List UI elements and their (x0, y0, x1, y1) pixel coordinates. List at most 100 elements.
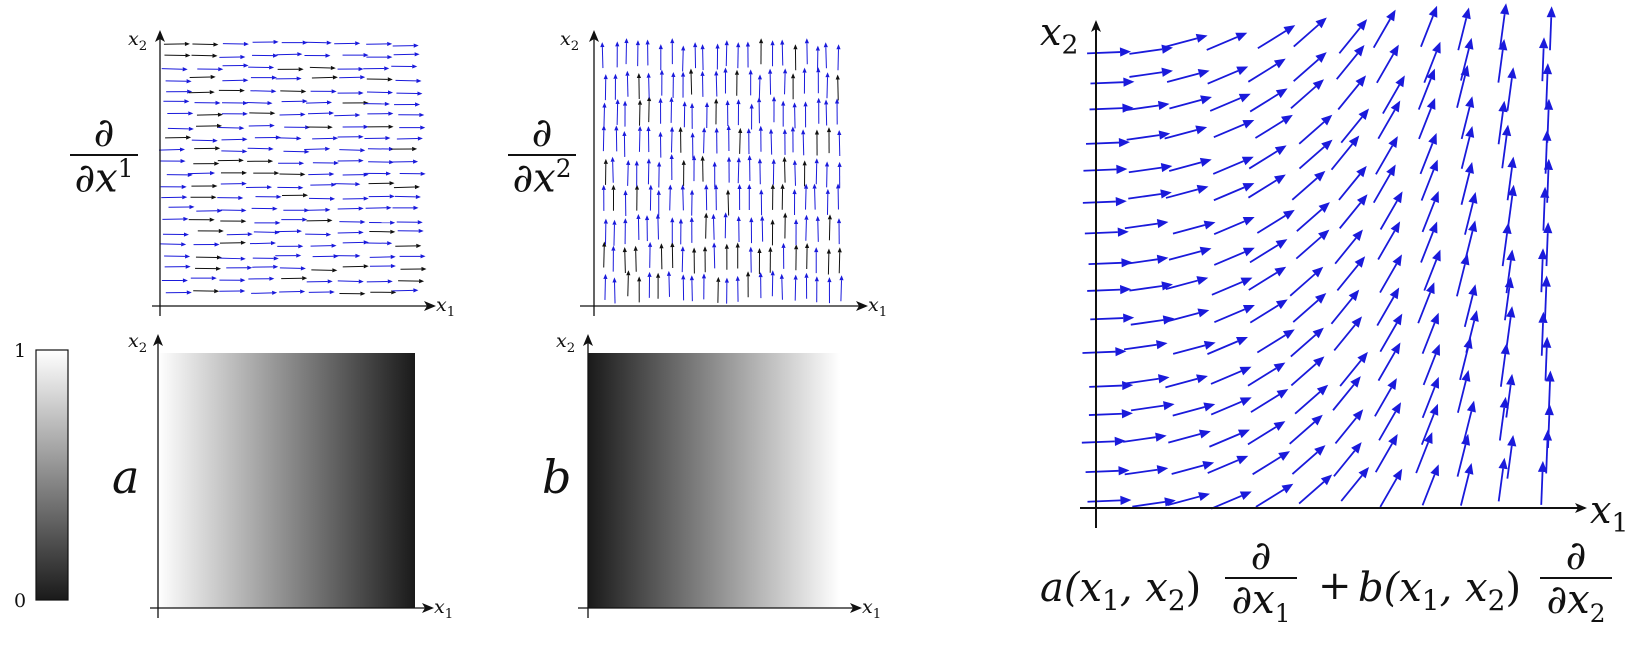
vector-arrow-head (273, 39, 279, 45)
vector-arrow-head (1273, 421, 1286, 431)
vector-arrow (1248, 271, 1278, 291)
vector-arrow (188, 91, 210, 94)
vector-arrow-head (1507, 156, 1517, 169)
vector-arrow (1132, 501, 1166, 508)
vector-arrow-head (389, 194, 395, 199)
vector-arrow-head (711, 213, 716, 219)
vector-arrow (1497, 49, 1504, 83)
vector-arrow (308, 173, 330, 176)
vector-arrow-head (1274, 266, 1287, 277)
vector-arrow-head (702, 127, 707, 133)
vector-arrow (1168, 433, 1201, 444)
vector-arrow-head (239, 125, 245, 131)
vector-arrow-head (1203, 220, 1216, 230)
vector-arrow-head (419, 112, 425, 118)
vector-arrow-head (358, 206, 364, 211)
vector-arrow (1421, 322, 1436, 354)
vector-arrow-head (211, 276, 217, 281)
vector-arrow-head (1239, 491, 1252, 501)
vector-arrow (1210, 494, 1242, 510)
vector-arrow (1289, 421, 1316, 445)
vector-arrow-head (1123, 313, 1135, 323)
vector-arrow (1423, 259, 1438, 291)
vector-arrow (648, 77, 650, 99)
vector-arrow (1456, 444, 1467, 477)
vector-arrow (1089, 107, 1123, 111)
vector-arrow-head (1386, 9, 1396, 22)
vector-arrow-head (1321, 139, 1333, 151)
vector-arrow-head (738, 127, 743, 133)
vector-arrow-head (1161, 281, 1173, 291)
vector-arrow-head (299, 161, 305, 166)
vector-arrow-head (812, 183, 817, 189)
vector-arrow-head (678, 126, 683, 132)
vector-arrow (1504, 287, 1511, 321)
vector-arrow-head (247, 265, 253, 270)
vector-arrow-head (387, 41, 393, 47)
vector-arrow (1332, 384, 1355, 411)
vector-arrow-head (415, 194, 421, 200)
vector-arrow (1084, 231, 1118, 235)
vector-arrow-head (603, 158, 608, 164)
vector-arrow (840, 280, 842, 302)
vector-arrow (1213, 186, 1245, 202)
vector-arrow-head (1354, 256, 1366, 268)
vector-arrow-head (636, 213, 641, 219)
vector-arrow-head (610, 156, 615, 162)
vector-arrow-head (270, 240, 276, 246)
vector-arrow-head (748, 246, 753, 252)
vector-arrow (334, 114, 356, 117)
vector-arrow-head (1500, 3, 1510, 15)
vector-arrow-head (1468, 192, 1478, 204)
vector-arrow-head (387, 54, 393, 60)
vector-arrow-head (215, 100, 221, 106)
vector-arrow-head (603, 273, 608, 279)
vector-arrow (1338, 27, 1361, 54)
vector-arrow (1456, 264, 1466, 297)
vector-arrow (1247, 179, 1277, 199)
vector-arrow (668, 275, 671, 297)
vector-arrow (1377, 109, 1396, 140)
vector-arrow (1165, 279, 1198, 291)
vector-arrow (1377, 230, 1396, 260)
vector-arrow-head (768, 128, 774, 134)
vector-arrow-head (1239, 397, 1252, 406)
vector-arrow-head (1311, 266, 1324, 278)
vector-arrow-head (658, 131, 663, 137)
vector-arrow-head (387, 279, 393, 284)
vector-arrow-head (1351, 316, 1363, 328)
vector-arrow-head (274, 170, 280, 176)
vector-arrow (603, 107, 605, 129)
vector-arrow-head (802, 160, 807, 166)
vector-arrow-head (1538, 37, 1549, 49)
vector-arrow-head (637, 99, 643, 105)
vector-arrow-head (1392, 254, 1402, 267)
vector-arrow (703, 132, 705, 154)
vector-arrow-head (804, 272, 809, 278)
vector-arrow-head (802, 67, 807, 73)
vector-arrow (279, 267, 301, 269)
vector-arrow-head (1318, 229, 1330, 241)
vector-arrow (1166, 72, 1200, 83)
vector-arrow-head (1155, 432, 1167, 442)
vector-arrow (1289, 273, 1316, 297)
vector-arrow-head (836, 44, 841, 50)
vector-arrow (1417, 292, 1432, 324)
vector-arrow-head (626, 270, 631, 276)
vector-arrow-head (700, 155, 705, 161)
vector-arrow-head (670, 38, 675, 44)
vector-arrow-head (1273, 58, 1286, 69)
vector-arrow-head (297, 52, 303, 57)
vector-arrow (1420, 231, 1434, 263)
vector-arrow-head (209, 170, 216, 176)
vector-arrow-head (355, 253, 361, 258)
vector-arrow-head (329, 289, 335, 295)
vector-arrow (1379, 263, 1398, 294)
vector-arrow-head (416, 243, 422, 249)
vector-arrow (1374, 387, 1393, 417)
vector-arrow-head (1353, 45, 1365, 57)
vector-arrow-head (241, 181, 247, 186)
vector-arrow-head (759, 189, 764, 195)
vector-arrow-head (681, 159, 686, 165)
vector-arrow-head (1464, 162, 1474, 174)
